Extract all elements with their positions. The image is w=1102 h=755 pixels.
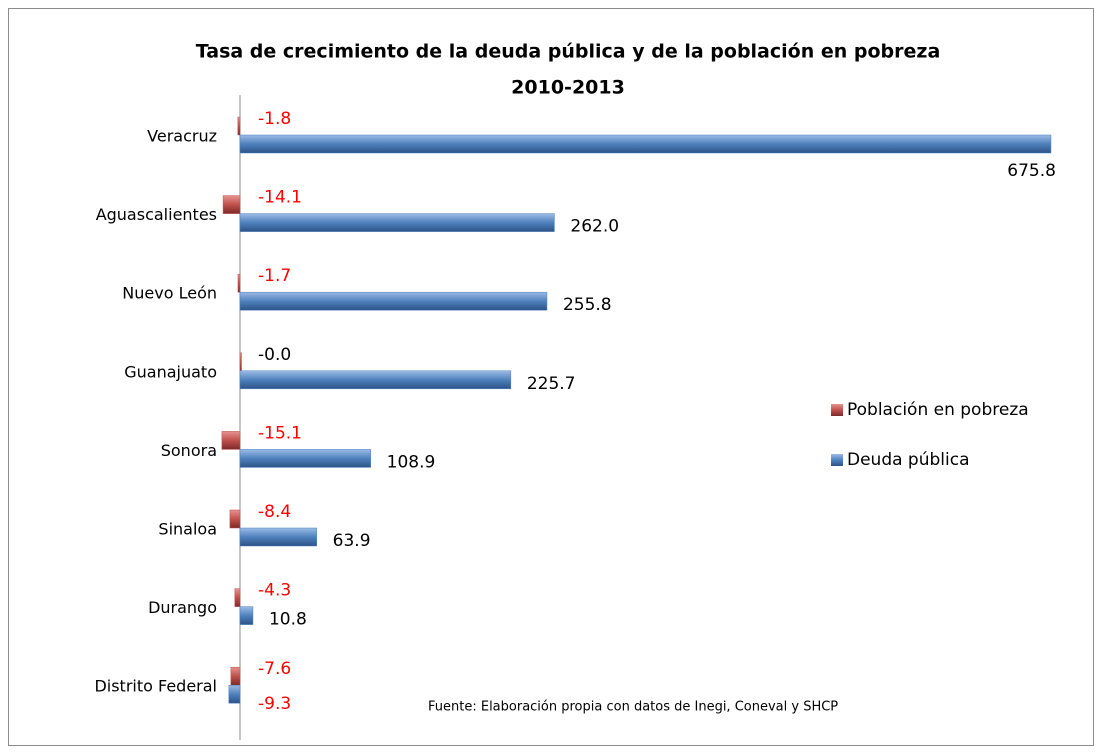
legend-swatch: [831, 404, 843, 416]
data-label: 675.8: [1007, 161, 1056, 181]
data-label: -14.1: [258, 188, 302, 208]
chart-title: Tasa de crecimiento de la deuda pública …: [196, 41, 941, 63]
y-tick-label: Nuevo León: [122, 284, 217, 303]
data-label: -9.3: [258, 694, 291, 714]
legend-label: Deuda pública: [847, 450, 970, 470]
source-note: Fuente: Elaboración propia con datos de …: [428, 700, 838, 715]
bar: [222, 195, 241, 214]
data-label: 63.9: [333, 531, 371, 551]
bar: [229, 509, 241, 529]
y-tick-label: Sonora: [161, 441, 217, 460]
legend-label: Población en pobreza: [847, 400, 1029, 420]
data-label: -15.1: [258, 423, 302, 443]
bar: [239, 370, 512, 390]
chart-frame: [8, 8, 1094, 746]
bar: [239, 527, 317, 547]
data-label: -1.7: [258, 266, 291, 286]
data-label: 108.9: [387, 452, 436, 472]
data-label: 255.8: [563, 295, 612, 315]
data-label: 225.7: [527, 374, 576, 394]
data-label: -1.8: [258, 109, 291, 129]
y-tick-label: Veracruz: [147, 127, 217, 146]
bar: [239, 606, 254, 625]
bar: [239, 352, 242, 372]
bar: [230, 666, 241, 686]
bar: [239, 449, 371, 468]
y-tick-label: Guanajuato: [124, 362, 217, 381]
bar: [239, 134, 1052, 154]
bar: [234, 588, 241, 607]
bar: [237, 116, 241, 136]
data-label: -0.0: [258, 345, 291, 365]
data-label: -4.3: [258, 581, 291, 601]
bar: [239, 291, 548, 311]
bar: [237, 273, 241, 293]
data-label: -8.4: [258, 502, 291, 522]
bar: [228, 684, 241, 704]
data-label: -7.6: [258, 659, 291, 679]
bar: [239, 213, 555, 232]
legend-swatch: [831, 454, 843, 466]
bar: [221, 431, 241, 450]
y-tick-label: Sinaloa: [158, 520, 217, 539]
data-label: 10.8: [269, 610, 307, 630]
y-tick-label: Distrito Federal: [94, 677, 217, 696]
y-tick-label: Durango: [148, 598, 217, 617]
data-label: 262.0: [570, 217, 619, 237]
chart-title: 2010-2013: [511, 77, 625, 99]
y-tick-label: Aguascalientes: [96, 205, 217, 224]
